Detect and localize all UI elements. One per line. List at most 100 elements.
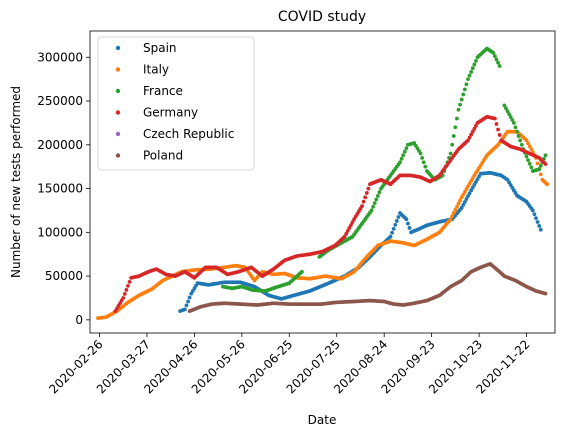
x-axis: 2020-02-262020-03-272020-04-262020-05-26… [46, 333, 533, 396]
data-point [474, 123, 478, 128]
data-point [527, 144, 532, 149]
data-point [347, 226, 352, 230]
data-point [375, 193, 380, 198]
data-point [513, 125, 518, 130]
data-point [470, 129, 475, 134]
data-point [398, 160, 402, 165]
data-point [455, 204, 459, 209]
data-point [524, 154, 529, 159]
data-point [472, 62, 477, 67]
data-point [404, 146, 409, 151]
data-point [511, 121, 516, 125]
data-point [372, 201, 377, 206]
legend-box [97, 36, 255, 171]
data-point [390, 230, 394, 235]
data-point [455, 116, 459, 121]
plot-frame [89, 30, 556, 334]
y-tick-label: 100000 [37, 225, 83, 239]
data-point [462, 200, 467, 204]
data-point [467, 191, 472, 196]
data-point [450, 142, 455, 147]
data-point [543, 291, 548, 296]
data-point [183, 307, 187, 312]
data-point [469, 188, 474, 193]
data-point [124, 288, 129, 292]
data-point [494, 122, 499, 126]
legend-label: Czech Republic [143, 127, 234, 141]
data-point [451, 211, 456, 215]
data-point [459, 97, 464, 102]
data-point [494, 57, 499, 62]
data-point [184, 303, 189, 308]
data-point [371, 204, 376, 209]
data-point [122, 292, 127, 296]
x-axis-label: Date [308, 413, 337, 427]
data-point [450, 214, 455, 218]
data-point [496, 60, 500, 65]
data-point [402, 149, 407, 154]
data-point [464, 82, 469, 87]
data-point [477, 174, 481, 179]
y-tick-label: 150000 [37, 182, 83, 196]
data-point [469, 132, 474, 137]
data-point [393, 222, 398, 227]
data-point [532, 212, 537, 217]
data-point [491, 50, 496, 55]
points-layer [96, 46, 549, 321]
data-point [466, 138, 470, 143]
data-point [543, 153, 548, 158]
data-point [529, 147, 534, 152]
series-germany [113, 114, 548, 314]
data-point [526, 158, 531, 163]
data-point [448, 217, 453, 222]
data-point [361, 199, 366, 204]
legend-label: Poland [143, 149, 183, 163]
data-point [451, 134, 456, 138]
y-tick-label: 300000 [37, 50, 83, 64]
data-point [537, 223, 542, 228]
data-point [344, 231, 349, 236]
data-point [363, 195, 368, 200]
legend-label: Italy [143, 63, 169, 77]
data-point [537, 167, 542, 172]
data-point [466, 194, 470, 199]
data-point [470, 185, 475, 190]
data-point [518, 138, 523, 143]
data-point [530, 208, 535, 213]
data-point [360, 204, 364, 208]
data-point [418, 151, 423, 156]
data-point [497, 64, 502, 68]
data-point [459, 205, 464, 210]
data-point [127, 279, 132, 284]
data-point [507, 112, 512, 117]
data-point [420, 156, 425, 160]
data-point [538, 227, 543, 232]
data-point [504, 106, 508, 111]
series-poland [187, 261, 548, 314]
data-point [474, 59, 478, 63]
data-point [388, 234, 393, 239]
data-point [469, 69, 474, 74]
data-point [529, 165, 534, 170]
data-point [126, 284, 130, 288]
data-point [456, 107, 461, 112]
data-point [459, 195, 464, 200]
data-point [534, 216, 538, 221]
series-italy [96, 129, 549, 321]
data-point [461, 92, 466, 97]
data-point [396, 215, 401, 219]
y-axis: 0 50000 100000 150000 200000 250000 300000 [37, 50, 90, 327]
data-point [369, 208, 374, 213]
data-point [470, 66, 475, 71]
data-point [469, 179, 474, 183]
data-point [458, 102, 462, 107]
data-point [364, 191, 369, 195]
data-point [524, 138, 529, 143]
data-point [404, 217, 409, 222]
data-point [377, 190, 382, 195]
y-tick-label: 50000 [45, 269, 83, 283]
data-point [456, 201, 461, 206]
data-point [535, 161, 540, 166]
data-point [475, 177, 480, 182]
data-point [493, 116, 497, 121]
